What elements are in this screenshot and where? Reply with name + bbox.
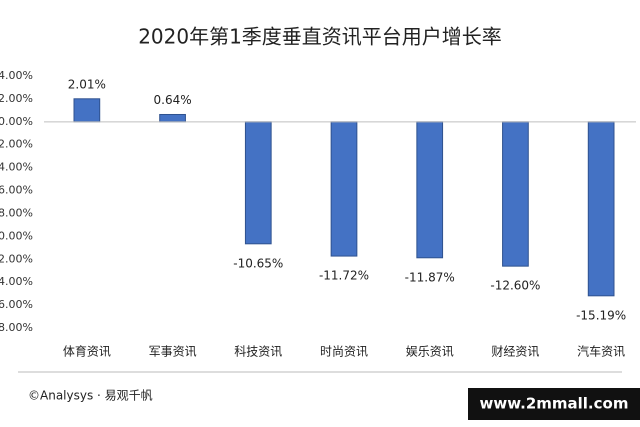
- x-tick-label: 军事资讯: [149, 345, 197, 359]
- y-tick-label: 2.00%: [0, 92, 33, 105]
- y-tick-label: -10.00%: [0, 229, 33, 242]
- chart-title: 2020年第1季度垂直资讯平台用户增长率: [138, 25, 502, 49]
- value-label: -11.72%: [319, 269, 369, 283]
- y-tick-label: -6.00%: [0, 184, 33, 197]
- value-label: 2.01%: [68, 77, 106, 91]
- x-tick-label: 娱乐资讯: [406, 345, 454, 359]
- watermark: www.2mmall.com: [480, 395, 629, 413]
- bar: [159, 113, 186, 123]
- value-label: 0.64%: [154, 93, 192, 107]
- y-tick-label: 0.00%: [0, 115, 33, 128]
- y-tick-label: 4.00%: [0, 69, 33, 82]
- y-tick-label: -12.00%: [0, 252, 33, 265]
- value-label: -12.60%: [490, 279, 540, 293]
- x-tick-label: 财经资讯: [491, 345, 539, 359]
- bar: [502, 121, 529, 267]
- x-tick-label: 汽车资讯: [577, 344, 625, 359]
- value-label: -15.19%: [576, 308, 626, 322]
- value-label: -11.87%: [405, 270, 455, 284]
- x-tick-label: 科技资讯: [234, 345, 282, 359]
- y-tick-label: -4.00%: [0, 161, 33, 174]
- y-tick-label: -16.00%: [0, 298, 33, 311]
- bar: [587, 121, 615, 297]
- y-tick-label: -14.00%: [0, 275, 33, 288]
- watermark-box: [468, 388, 640, 420]
- x-tick-label: 时尚资讯: [320, 345, 368, 359]
- y-tick-label: -18.00%: [0, 321, 33, 334]
- bar: [416, 121, 444, 259]
- bar: [330, 121, 358, 257]
- y-tick-label: -2.00%: [0, 138, 33, 151]
- y-tick-label: -8.00%: [0, 206, 33, 219]
- bar: [244, 121, 272, 245]
- bar: [73, 98, 101, 123]
- x-tick-label: 体育资讯: [63, 344, 111, 359]
- value-label: -10.65%: [233, 256, 283, 270]
- source: ©Analysys · 易观千帆: [28, 388, 153, 403]
